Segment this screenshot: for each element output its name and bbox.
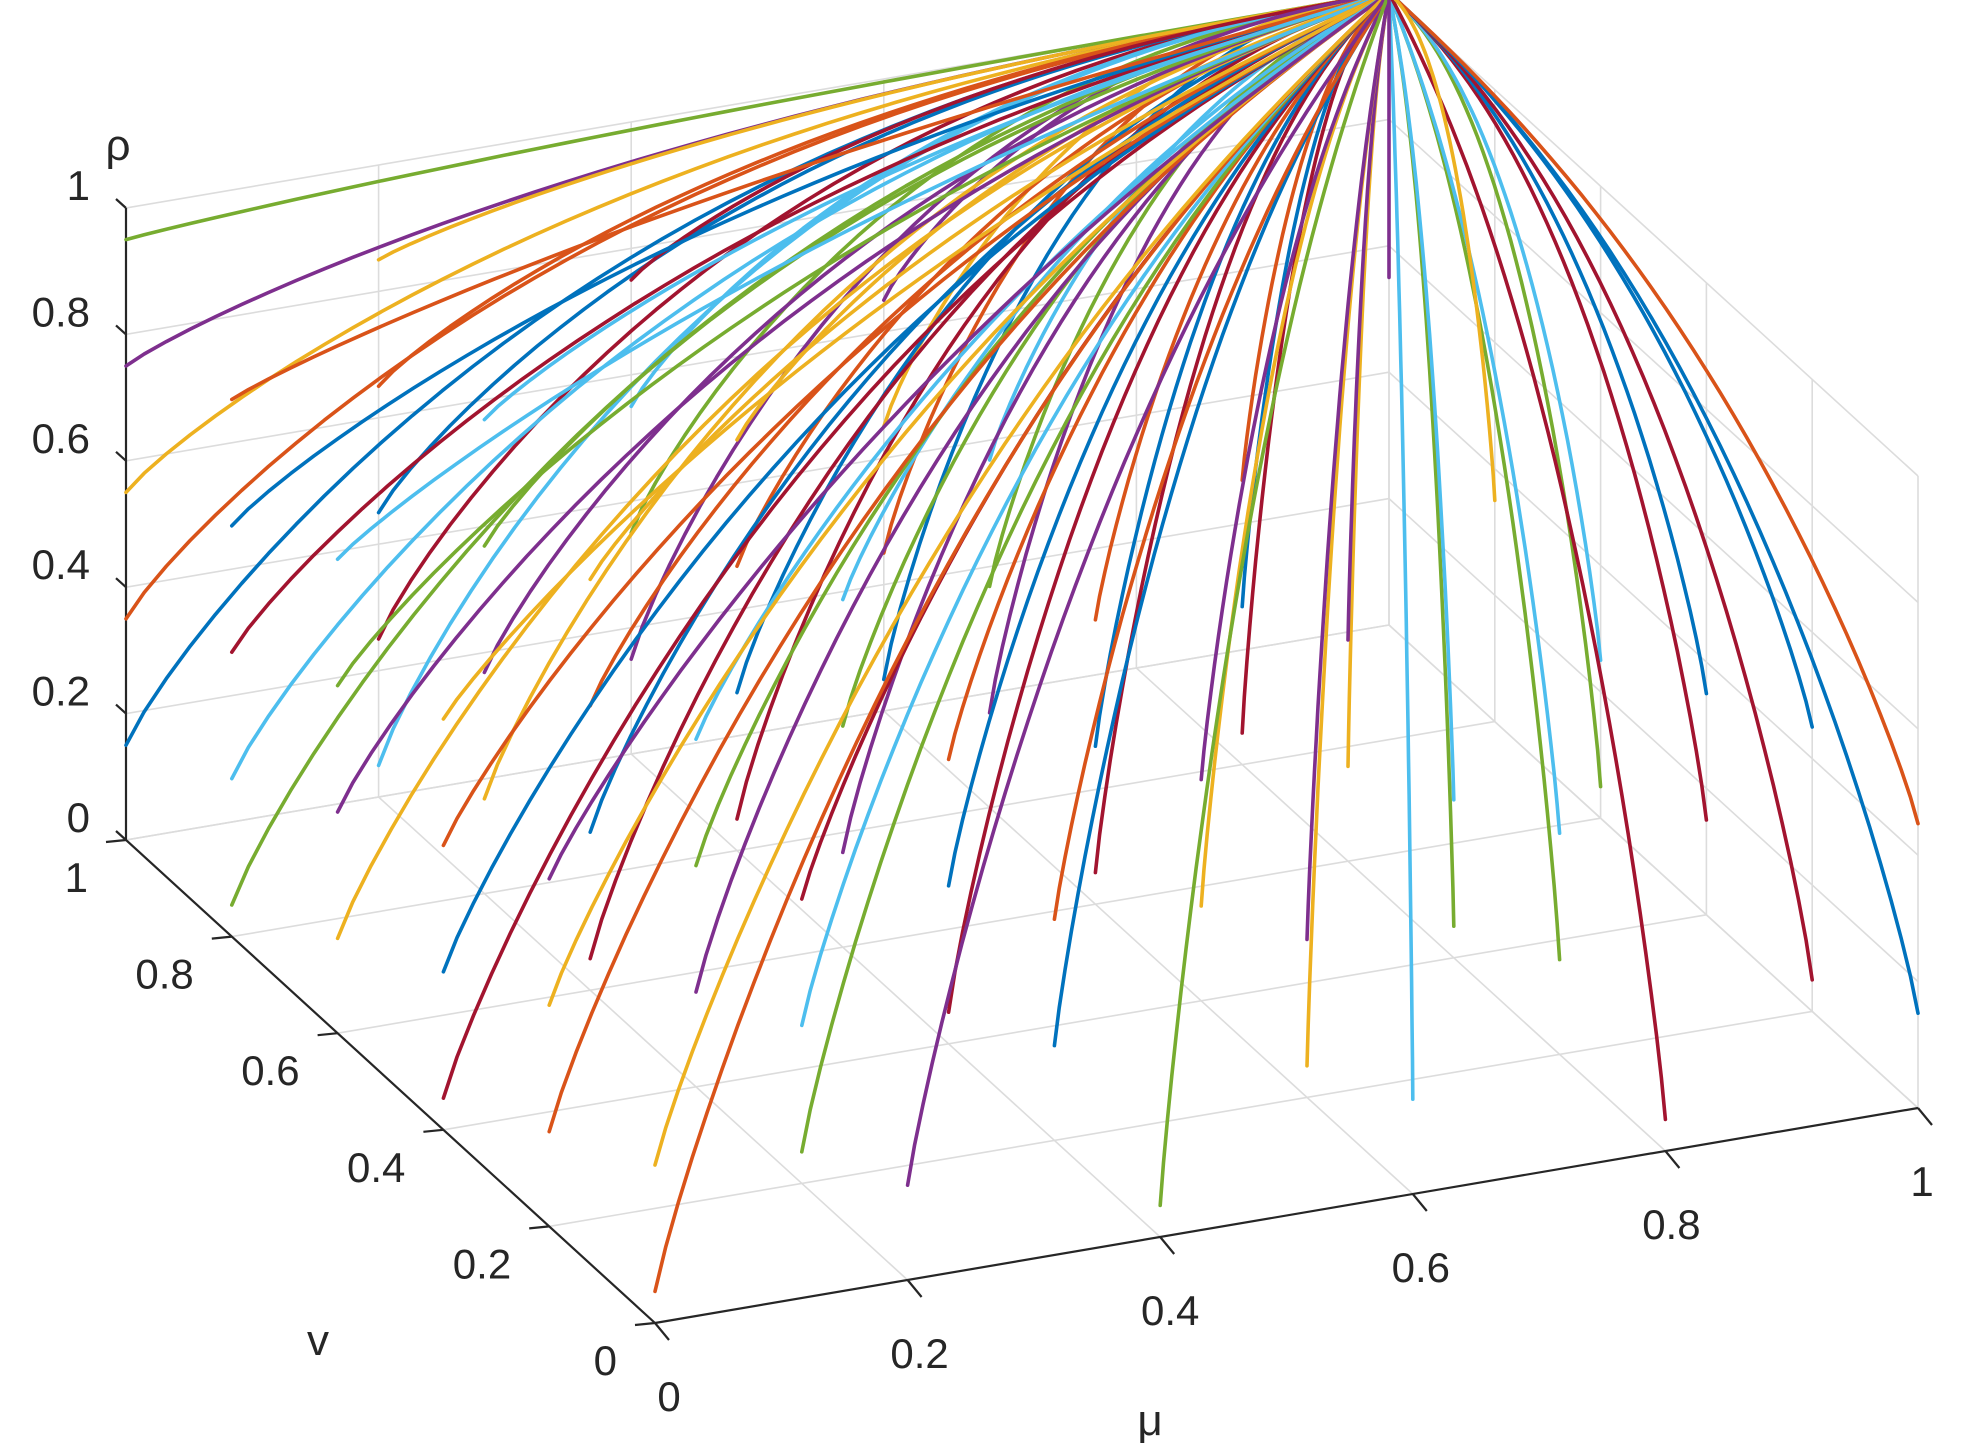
trajectory-line	[441, 0, 1380, 721]
trajectory-line	[335, 0, 1377, 688]
series-layer	[124, 0, 1920, 1294]
grid-line	[1395, 0, 1919, 477]
grid-line	[378, 796, 909, 1281]
mu-tick-label: 1	[1910, 1158, 1933, 1205]
rho-tick-mark	[115, 703, 127, 715]
trajectory-line	[230, 0, 1371, 402]
trajectory-line	[735, 0, 1375, 442]
grid-line	[125, 624, 1390, 841]
mu-tick-mark	[1917, 1107, 1933, 1126]
trajectory-line	[482, 0, 1372, 548]
mu-tick-mark	[1411, 1193, 1428, 1212]
trajectory-line	[1393, 0, 1497, 503]
mu-tick-mark	[1664, 1150, 1681, 1169]
v-tick-label: 0.6	[241, 1047, 299, 1094]
mu-axis-label: μ	[1137, 1396, 1162, 1443]
trajectory-line	[335, 0, 1377, 941]
mu-tick-mark	[906, 1279, 923, 1298]
grid-line	[630, 753, 1161, 1238]
v-tick-mark	[423, 1128, 444, 1133]
trajectory-line	[124, 0, 1359, 242]
grid-line	[549, 1010, 1813, 1228]
v-tick-label: 1	[65, 854, 88, 901]
trajectory-line	[653, 0, 1385, 1167]
grid-line	[337, 817, 1601, 1034]
grid-line	[883, 710, 1414, 1195]
grid-line	[1388, 118, 1919, 603]
trajectory-line	[1389, 0, 1562, 836]
trajectory-line	[1052, 0, 1387, 922]
grid-line	[443, 914, 1707, 1131]
trajectory-line	[1158, 0, 1389, 1208]
mu-axis-line	[654, 1106, 1919, 1325]
trajectory-line	[230, 0, 1371, 528]
trajectory-line	[335, 0, 1377, 814]
grid-line	[1135, 667, 1666, 1152]
trajectory-line	[230, 0, 1371, 655]
mu-tick-label: 0.8	[1642, 1201, 1700, 1248]
trajectory-line	[335, 0, 1376, 562]
v-tick-mark	[211, 935, 232, 940]
v-tick-mark	[529, 1225, 550, 1230]
v-tick-mark	[634, 1321, 656, 1327]
rho-tick-label: 0.6	[32, 415, 90, 462]
trajectory-line	[1240, 0, 1385, 735]
trajectory-line	[588, 0, 1379, 708]
grid-line	[125, 497, 1390, 715]
v-tick-label: 0.2	[453, 1240, 511, 1287]
v-axis-line	[125, 839, 656, 1324]
trajectory-line	[905, 0, 1387, 1187]
trajectory-line	[1393, 0, 1603, 663]
axes-layer	[105, 198, 1933, 1341]
grid-line	[1388, 498, 1919, 983]
v-tick-label: 0.4	[347, 1144, 405, 1191]
trajectory-line	[1393, 0, 1920, 1016]
mu-tick-label: 0.4	[1141, 1287, 1199, 1334]
trajectory-line	[1393, 0, 1814, 982]
mu-tick-mark	[654, 1322, 670, 1341]
rho-axis-label: ρ	[105, 121, 130, 170]
trajectory-line	[1393, 0, 1920, 826]
trajectory-line	[1388, 0, 1456, 802]
rho-tick-label: 0.4	[32, 541, 90, 588]
trajectory-line	[1387, 0, 1415, 1101]
v-tick-mark	[105, 838, 127, 844]
rho-tick-label: 0.8	[32, 288, 90, 335]
rho-tick-label: 0.2	[32, 668, 90, 715]
trajectory-line	[694, 0, 1382, 742]
rho-tick-mark	[115, 450, 127, 462]
trajectory-line	[376, 0, 1359, 262]
trajectory-line	[1305, 0, 1390, 942]
trajectory-line	[230, 0, 1371, 781]
trajectory-line	[1199, 0, 1388, 782]
mu-tick-label: 0.6	[1392, 1244, 1450, 1291]
v-tick-mark	[317, 1032, 338, 1037]
grid-line	[1388, 371, 1919, 856]
trajectory-line	[482, 0, 1372, 801]
v-tick-label: 0	[594, 1337, 617, 1384]
trajectory-line	[629, 0, 1360, 282]
grid-line	[125, 371, 1390, 588]
v-axis-label: v	[307, 1316, 329, 1365]
trajectory-line	[1240, 0, 1385, 483]
trajectory-line	[1240, 0, 1385, 609]
mu-tick-mark	[1159, 1236, 1176, 1255]
v-tick-label: 0.8	[135, 951, 193, 998]
rho-tick-mark	[115, 198, 127, 209]
mu-tick-label: 0.2	[890, 1330, 948, 1377]
mu-tick-label: 0	[657, 1373, 680, 1420]
trajectory-line	[547, 0, 1383, 881]
rho-tick-label: 1	[67, 162, 90, 209]
rho-tick-mark	[115, 830, 127, 841]
rho-tick-mark	[115, 324, 127, 336]
trajectory-line	[482, 0, 1372, 422]
labels-layer: 0000.20.20.20.40.40.40.60.60.60.80.80.81…	[32, 121, 1934, 1443]
rho-tick-mark	[115, 577, 127, 589]
rho-tick-label: 0	[67, 794, 90, 841]
trajectory-line	[1388, 0, 1456, 929]
grid-line	[1388, 624, 1919, 1109]
